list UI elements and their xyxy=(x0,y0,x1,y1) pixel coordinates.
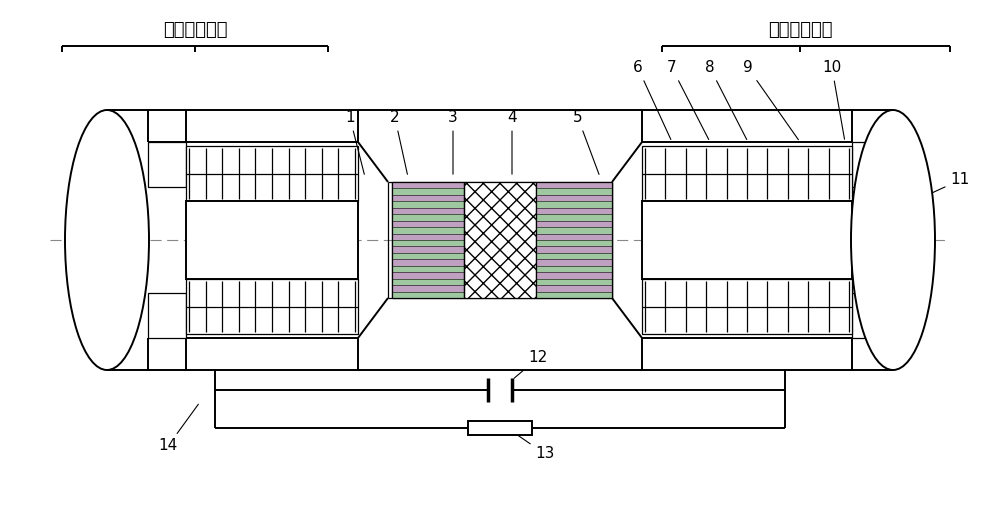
Bar xyxy=(536,259,612,266)
Text: 13: 13 xyxy=(518,435,555,461)
Bar xyxy=(392,195,464,201)
Bar xyxy=(536,195,612,201)
Bar xyxy=(186,279,358,334)
Bar xyxy=(392,188,464,195)
Bar xyxy=(186,201,358,279)
Text: 12: 12 xyxy=(514,351,548,378)
Bar xyxy=(392,240,464,246)
Bar xyxy=(392,285,464,292)
Bar xyxy=(642,279,852,334)
Text: 第二直线电机: 第二直线电机 xyxy=(163,21,227,39)
Bar xyxy=(536,285,612,292)
Bar xyxy=(392,182,464,298)
Bar xyxy=(392,259,464,266)
Bar xyxy=(392,208,464,214)
Text: 10: 10 xyxy=(822,60,845,139)
Bar xyxy=(852,142,890,187)
Bar xyxy=(536,279,612,285)
Bar xyxy=(536,201,612,208)
Bar xyxy=(536,272,612,279)
Bar xyxy=(392,272,464,279)
Bar xyxy=(392,292,464,298)
Text: 7: 7 xyxy=(667,60,709,140)
Bar xyxy=(392,279,464,285)
Bar xyxy=(392,253,464,259)
Bar xyxy=(536,214,612,220)
Bar xyxy=(468,421,532,435)
Text: 11: 11 xyxy=(898,173,970,209)
Bar xyxy=(852,293,890,338)
Bar xyxy=(536,253,612,259)
Bar xyxy=(392,220,464,227)
Bar xyxy=(536,208,612,214)
Text: 4: 4 xyxy=(507,111,517,174)
Bar xyxy=(536,266,612,272)
Bar xyxy=(536,220,612,227)
Text: 8: 8 xyxy=(705,60,747,140)
Text: 第一直线电机: 第一直线电机 xyxy=(768,21,832,39)
Text: 6: 6 xyxy=(633,60,671,140)
Bar xyxy=(536,182,612,298)
Ellipse shape xyxy=(851,110,935,370)
Bar xyxy=(536,240,612,246)
Bar xyxy=(148,142,186,187)
Bar xyxy=(536,188,612,195)
Bar xyxy=(642,146,852,201)
Bar xyxy=(536,234,612,240)
Text: 9: 9 xyxy=(743,60,798,140)
Bar xyxy=(392,227,464,234)
Text: 3: 3 xyxy=(448,111,458,174)
Bar xyxy=(392,201,464,208)
Bar xyxy=(392,246,464,253)
Bar xyxy=(392,182,464,188)
Bar xyxy=(392,214,464,220)
Text: 14: 14 xyxy=(158,404,198,454)
Bar xyxy=(186,146,358,201)
Ellipse shape xyxy=(65,110,149,370)
Bar xyxy=(536,246,612,253)
Bar xyxy=(464,182,536,298)
Bar xyxy=(392,234,464,240)
Bar xyxy=(642,201,852,279)
Bar xyxy=(536,227,612,234)
Text: 1: 1 xyxy=(345,111,364,174)
Bar xyxy=(148,293,186,338)
Bar xyxy=(392,266,464,272)
Text: 5: 5 xyxy=(573,111,599,174)
Bar xyxy=(536,182,612,188)
Text: 2: 2 xyxy=(390,111,407,174)
Bar xyxy=(536,292,612,298)
